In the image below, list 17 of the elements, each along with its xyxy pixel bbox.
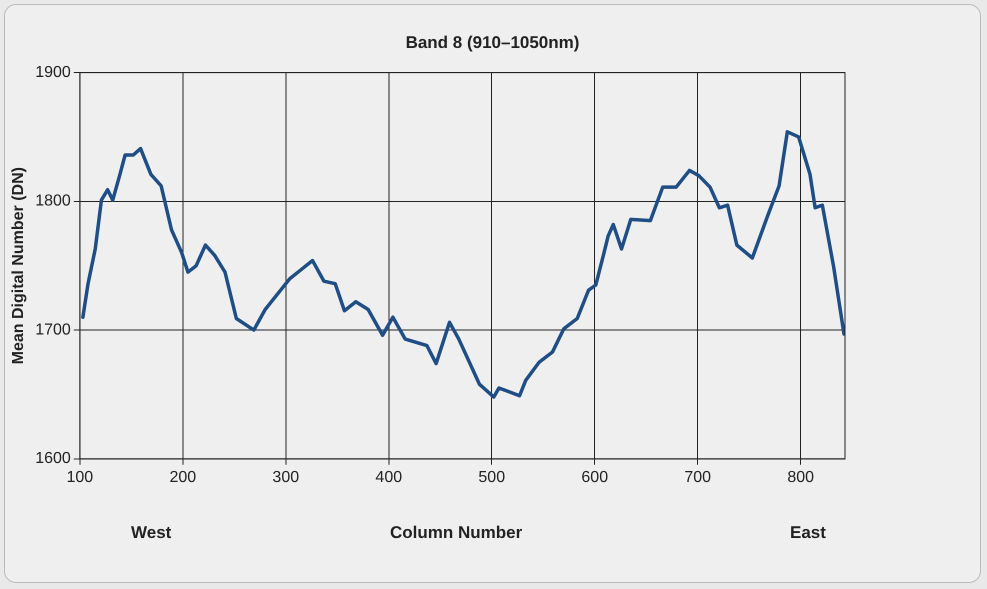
y-tick-label: 1700 [35, 321, 71, 338]
x-tick-label: 200 [169, 468, 196, 486]
text: East [790, 523, 826, 543]
chart-title: Band 8 (910–1050nm) [404, 33, 580, 53]
y-tick-label: 1600 [35, 450, 71, 468]
x-tick-label: 800 [787, 468, 814, 486]
x-tick-label: 400 [375, 468, 402, 486]
x-tick-label: 300 [272, 468, 300, 486]
y-tick-label: 1900 [35, 64, 71, 82]
x-tick-label: 500 [478, 468, 506, 486]
x-axis-title: Column Number [390, 523, 522, 543]
y-axis-title: Mean Digital Number (DN) [10, 167, 28, 364]
x-tick-label: 600 [581, 468, 608, 486]
y-tick-label: 1800 [35, 192, 71, 210]
x-tick-label: 700 [684, 468, 712, 486]
x-tick-label: 100 [66, 468, 94, 486]
text: West [131, 523, 172, 543]
